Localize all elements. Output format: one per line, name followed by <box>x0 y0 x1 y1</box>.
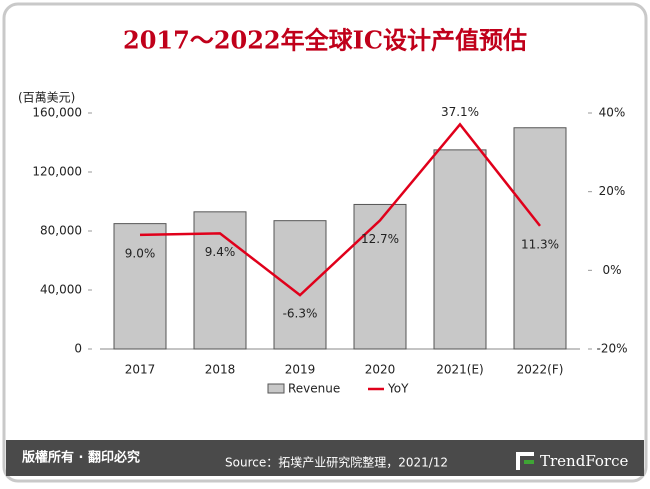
y-axis-label: (百萬美元) <box>18 91 75 105</box>
y-tick-label: 160,000 <box>32 106 82 120</box>
legend-label: YoY <box>387 382 409 396</box>
data-label: 9.4% <box>205 245 236 259</box>
logo-text: TrendForce <box>540 452 629 470</box>
data-label: 12.7% <box>361 232 399 246</box>
x-tick-label: 2017 <box>125 363 156 377</box>
bar <box>433 149 487 350</box>
bar <box>513 127 567 350</box>
data-label: 11.3% <box>521 237 559 251</box>
y-tick-label: 0 <box>74 342 82 356</box>
y-tick-label: 80,000 <box>40 224 82 238</box>
x-tick-label: 2018 <box>205 363 236 377</box>
line <box>139 122 541 297</box>
y2-tick-label: 40% <box>599 106 626 120</box>
x-tick-label: 2020 <box>365 363 396 377</box>
y2-tick-label: 20% <box>599 184 626 198</box>
y-tick-label: 40,000 <box>40 283 82 297</box>
copyright: 版權所有 · 翻印必究 <box>22 450 140 466</box>
y-tick-label: 120,000 <box>32 165 82 179</box>
data-label: -6.3% <box>283 307 318 321</box>
data-label: 9.0% <box>125 246 156 260</box>
legend-swatch <box>267 383 285 394</box>
bar <box>353 203 407 350</box>
bar <box>273 220 327 350</box>
bar <box>113 223 167 350</box>
logo-icon <box>516 452 534 470</box>
data-label: 37.1% <box>441 105 479 119</box>
legend-label: Revenue <box>288 382 340 396</box>
y2-tick-label: -20% <box>596 342 627 356</box>
y2-tick-label: 0% <box>602 263 621 277</box>
x-tick-label: 2021(E) <box>436 363 483 377</box>
x-tick-label: 2019 <box>285 363 316 377</box>
x-tick-label: 2022(F) <box>517 363 564 377</box>
source: Source：拓墣产业研究院整理，2021/12 <box>225 455 448 470</box>
chart-title: 2017～2022年全球IC设计产值预估 <box>123 26 527 55</box>
footer-bar <box>6 440 644 476</box>
